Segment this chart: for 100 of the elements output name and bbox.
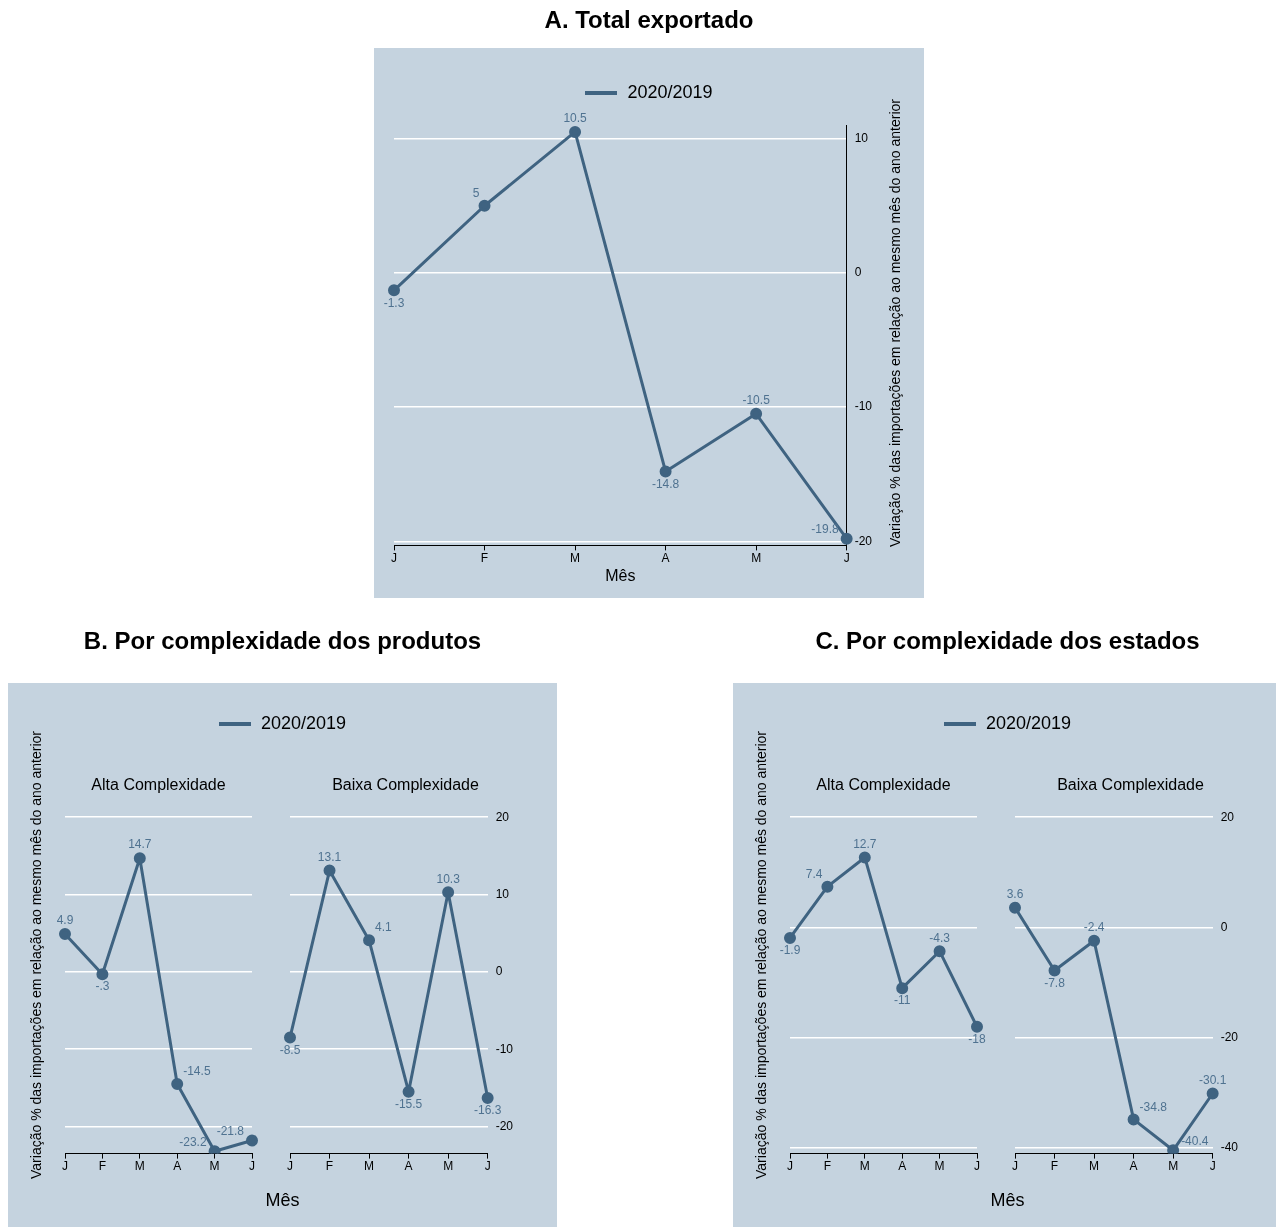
chart-subtitle: Alta Complexidade xyxy=(91,776,226,794)
point xyxy=(1127,1113,1140,1126)
y-tick-label: 10 xyxy=(495,886,510,901)
point xyxy=(96,968,109,981)
x-tick-label: J xyxy=(249,1159,255,1174)
x-axis-title: Mês xyxy=(264,1190,301,1211)
data-label: -14.5 xyxy=(183,1064,211,1079)
x-tick-label: M xyxy=(443,1159,454,1174)
x-tick-label: F xyxy=(480,550,489,565)
point xyxy=(933,945,946,958)
x-tick-label: J xyxy=(62,1159,68,1174)
x-tick-label: F xyxy=(325,1159,334,1174)
chart-subtitle: Alta Complexidade xyxy=(816,776,951,794)
point xyxy=(388,284,400,297)
data-label: -.3 xyxy=(95,979,110,994)
x-tick-label: A xyxy=(173,1159,182,1174)
data-label: -10.5 xyxy=(742,393,771,408)
x-tick-label: J xyxy=(391,550,397,565)
x-tick-label: J xyxy=(974,1159,980,1174)
x-tick-label: J xyxy=(1209,1159,1216,1174)
data-label: 10.3 xyxy=(436,871,461,886)
x-tick-label: M xyxy=(934,1159,945,1174)
chart-subtitle: Baixa Complexidade xyxy=(332,776,479,794)
data-label: 5 xyxy=(472,186,480,201)
x-tick-label: M xyxy=(134,1159,145,1174)
y-tick-label: 20 xyxy=(495,809,510,824)
point xyxy=(1009,901,1021,914)
y-tick-label: 0 xyxy=(1220,919,1228,934)
x-tick-label: M xyxy=(570,550,581,565)
data-label: 4.9 xyxy=(56,913,74,928)
data-label: -1.3 xyxy=(383,295,405,310)
point xyxy=(1167,1144,1180,1154)
y-axis-title: Variação % das importações em relação ao mesmo mês do ano anterior xyxy=(887,99,903,547)
point xyxy=(840,532,853,545)
point xyxy=(1048,964,1061,977)
point xyxy=(858,851,871,864)
x-tick-label: F xyxy=(823,1159,832,1174)
x-axis-title: Mês xyxy=(989,1190,1026,1211)
y-tick-label: -20 xyxy=(854,533,873,548)
data-label: -34.8 xyxy=(1139,1099,1168,1114)
x-tick-label: A xyxy=(404,1159,413,1174)
chart-subtitle: Baixa Complexidade xyxy=(1057,776,1204,794)
data-label: -30.1 xyxy=(1198,1072,1227,1087)
point xyxy=(569,125,582,138)
point xyxy=(971,1020,983,1033)
x-tick-label: M xyxy=(209,1159,220,1174)
point xyxy=(171,1078,184,1090)
y-tick-label: -10 xyxy=(854,399,873,414)
data-label: -4.3 xyxy=(929,930,951,945)
point xyxy=(363,934,376,947)
data-label: -1.9 xyxy=(779,943,801,958)
data-label: -40.4 xyxy=(1181,1133,1209,1148)
data-label: -15.5 xyxy=(394,1097,423,1112)
x-tick-label: A xyxy=(661,550,670,565)
y-tick-label: 0 xyxy=(495,964,503,979)
data-label: -18 xyxy=(968,1032,986,1047)
point xyxy=(1206,1087,1219,1100)
x-tick-label: J xyxy=(1012,1159,1018,1174)
y-axis-title: Variação % das importações em relação ao mesmo mês do ano anterior xyxy=(28,731,44,1179)
x-tick-label: M xyxy=(859,1159,870,1174)
x-tick-label: M xyxy=(1168,1159,1179,1174)
x-tick-label: F xyxy=(98,1159,107,1174)
data-label: 12.7 xyxy=(853,836,877,851)
data-label: 3.6 xyxy=(1006,886,1024,901)
data-label: -16.3 xyxy=(473,1103,502,1118)
x-tick-label: J xyxy=(484,1159,491,1174)
data-label: 13.1 xyxy=(317,849,342,864)
data-label: -14.8 xyxy=(651,476,680,491)
point xyxy=(442,886,455,899)
data-label: 14.7 xyxy=(128,837,152,852)
point xyxy=(750,407,763,420)
data-label: 7.4 xyxy=(805,867,823,881)
point xyxy=(896,982,909,995)
y-tick-label: -10 xyxy=(495,1041,514,1056)
point xyxy=(478,199,491,212)
point xyxy=(821,880,834,893)
point xyxy=(133,852,146,865)
y-tick-label: -40 xyxy=(1220,1140,1239,1155)
chart-title: C. Por complexidade dos estados xyxy=(814,627,1201,655)
x-axis-title: Mês xyxy=(605,566,636,584)
x-tick-label: F xyxy=(1050,1159,1059,1174)
data-label: -2.4 xyxy=(1083,920,1105,935)
data-label: -8.5 xyxy=(279,1042,301,1057)
point xyxy=(323,864,336,877)
point xyxy=(784,931,796,944)
point xyxy=(481,1091,494,1104)
data-label: -23.2 xyxy=(179,1134,207,1149)
point xyxy=(1088,934,1101,947)
point xyxy=(246,1134,258,1147)
data-label: -7.8 xyxy=(1044,975,1066,990)
x-tick-label: M xyxy=(1089,1159,1100,1174)
point xyxy=(59,927,71,940)
point xyxy=(284,1031,296,1044)
point xyxy=(402,1085,415,1098)
x-tick-label: J xyxy=(287,1159,293,1174)
y-axis-title: Variação % das importações em relação ao mesmo mês do ano anterior xyxy=(753,731,769,1179)
legend-label: 2020/2019 xyxy=(627,82,713,103)
x-tick-label: M xyxy=(751,550,762,565)
point xyxy=(659,465,672,478)
data-label: -19.8 xyxy=(811,522,839,536)
